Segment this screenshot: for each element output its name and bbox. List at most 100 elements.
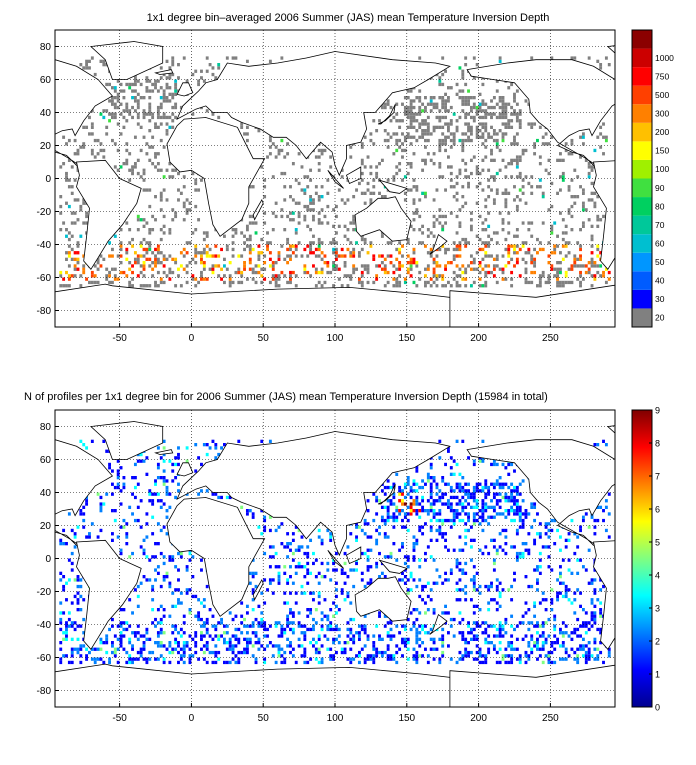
data-cell: [487, 185, 491, 189]
data-cell: [352, 218, 356, 222]
data-cell: [59, 641, 63, 645]
data-cell: [202, 261, 206, 265]
data-cell: [171, 462, 175, 467]
data-cell: [156, 644, 160, 648]
data-cell: [205, 443, 209, 447]
data-cell: [168, 162, 172, 166]
data-cell: [131, 657, 134, 661]
y-tick-label: 60: [40, 455, 52, 466]
data-cell: [513, 158, 516, 162]
data-cell: [472, 499, 476, 503]
data-cell: [108, 462, 111, 467]
data-cell: [363, 237, 367, 242]
data-cell: [452, 257, 456, 261]
colorbar-label: 2: [655, 637, 660, 647]
landmass: [354, 196, 412, 242]
data-cell: [406, 482, 410, 486]
data-cell: [335, 254, 338, 258]
data-cell: [455, 181, 459, 186]
data-cell: [458, 489, 462, 493]
data-cell: [584, 660, 588, 665]
data-cell: [245, 244, 249, 248]
data-cell: [366, 267, 370, 271]
data-cell: [116, 105, 120, 110]
data-cell: [536, 581, 539, 585]
data-cell: [378, 614, 381, 618]
data-cell: [593, 277, 597, 281]
data-cell: [403, 175, 407, 179]
data-cell: [360, 274, 364, 278]
data-cell: [286, 532, 290, 536]
data-cell: [375, 499, 379, 503]
data-cell: [389, 627, 393, 632]
data-cell: [165, 122, 169, 126]
data-cell: [116, 637, 120, 641]
data-cell: [113, 274, 117, 278]
data-cell: [340, 247, 344, 252]
data-cell: [472, 261, 476, 265]
y-tick-label: 40: [40, 108, 52, 119]
data-cell: [294, 571, 298, 575]
data-cell: [507, 122, 511, 126]
data-cell: [205, 251, 209, 255]
data-cell: [248, 581, 252, 585]
data-cell: [297, 637, 301, 641]
data-cell: [139, 82, 143, 87]
data-cell: [162, 452, 166, 457]
data-cell: [151, 267, 155, 271]
data-cell: [214, 654, 218, 658]
data-cell: [145, 89, 149, 93]
data-cell: [421, 598, 425, 602]
data-cell: [524, 575, 528, 579]
data-cell: [62, 631, 66, 635]
data-cell: [162, 254, 166, 258]
data-cell: [223, 624, 226, 628]
data-cell: [475, 588, 479, 592]
data-cell: [303, 624, 307, 628]
data-cell: [604, 138, 608, 143]
data-cell: [550, 650, 554, 655]
data-cell: [386, 270, 390, 275]
data-cell: [263, 528, 267, 533]
data-cell: [182, 650, 186, 655]
data-cell: [464, 270, 468, 275]
y-tick-label: -80: [37, 306, 52, 317]
data-cell: [231, 234, 235, 238]
data-cell: [533, 502, 537, 506]
data-cell: [125, 148, 129, 153]
data-cell: [547, 280, 551, 285]
data-cell: [76, 261, 80, 265]
data-cell: [360, 624, 364, 628]
data-cell: [444, 492, 447, 496]
data-cell: [415, 489, 419, 493]
data-cell: [263, 518, 267, 523]
data-cell: [504, 198, 508, 202]
data-cell: [475, 634, 479, 638]
data-cell: [119, 631, 123, 635]
data-cell: [73, 221, 77, 225]
data-cell: [498, 621, 502, 625]
data-cell: [432, 152, 436, 156]
data-cell: [142, 188, 146, 192]
data-cell: [159, 115, 163, 120]
data-cell: [504, 109, 508, 113]
data-cell: [590, 611, 594, 615]
data-cell: [108, 99, 111, 103]
data-cell: [504, 528, 508, 533]
data-cell: [205, 56, 209, 60]
data-cell: [564, 631, 568, 635]
data-cell: [245, 631, 249, 635]
data-cell: [312, 591, 315, 595]
data-cell: [156, 79, 160, 83]
data-cell: [171, 125, 175, 129]
data-cell: [145, 512, 149, 516]
data-cell: [467, 489, 470, 493]
data-cell: [171, 555, 175, 559]
data-cell: [538, 647, 542, 651]
data-cell: [59, 571, 63, 575]
data-cell: [510, 660, 514, 665]
data-cell: [125, 621, 129, 625]
data-cell: [165, 485, 169, 490]
data-cell: [593, 621, 597, 625]
data-cell: [179, 627, 183, 632]
